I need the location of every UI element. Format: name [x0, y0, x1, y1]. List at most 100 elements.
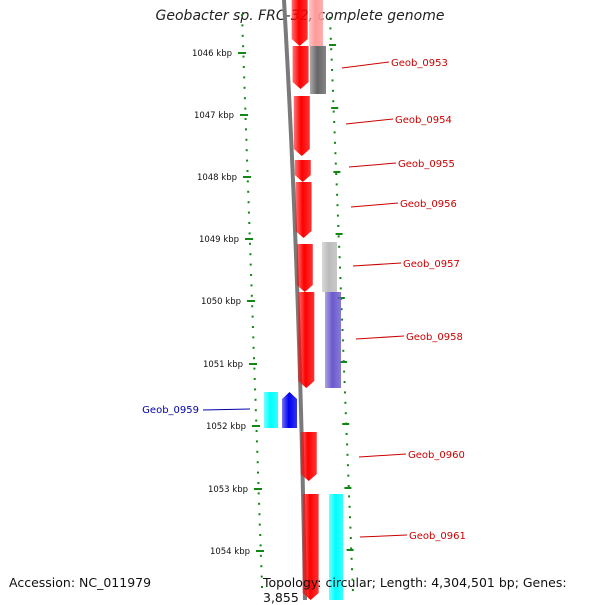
ruler-dot — [334, 162, 337, 165]
ruler-dot — [241, 14, 243, 16]
ruler-dot — [244, 107, 247, 110]
ruler-dot — [339, 277, 342, 279]
ruler-dot — [331, 69, 334, 71]
label-leader-line — [348, 162, 397, 168]
ruler-tick — [249, 363, 257, 365]
ruler-tick — [243, 176, 251, 178]
ruler-tick — [238, 52, 246, 54]
ruler-dot — [337, 235, 340, 238]
ruler-dot — [346, 443, 349, 446]
gene-label: Geob_0955 — [398, 159, 455, 170]
ruler-dot — [246, 159, 249, 162]
topology-text: Topology: circular; Length: 4,304,501 bp… — [263, 575, 567, 605]
ruler-dot — [242, 55, 245, 58]
label-leader-line — [350, 202, 399, 208]
ruler-dot — [243, 97, 246, 100]
ruler-tick — [254, 488, 262, 490]
gene-label: Geob_0953 — [391, 58, 448, 69]
ruler-dot — [350, 557, 353, 560]
ruler-dot — [257, 482, 260, 484]
ruler-dot — [351, 568, 353, 571]
ruler-tick — [329, 44, 336, 46]
feature-bar — [322, 242, 337, 292]
ruler-dot — [343, 370, 346, 373]
feature-bar — [310, 46, 326, 94]
ruler-dot — [329, 27, 332, 30]
ruler-dot — [249, 263, 252, 266]
ruler-tick-label: 1047 kbp — [194, 111, 234, 121]
ruler-dot — [246, 180, 249, 183]
ruler-dot — [258, 502, 261, 505]
ruler-dot — [247, 190, 250, 193]
ruler-dot — [348, 505, 351, 508]
ruler-dot — [340, 308, 343, 311]
ruler-dot — [331, 89, 334, 92]
ruler-dot — [256, 450, 259, 453]
ruler-dot — [250, 294, 253, 297]
gene-label: Geob_0959 — [142, 405, 199, 416]
gene-label: Geob_0954 — [395, 115, 452, 126]
label-leader-line — [355, 335, 405, 340]
forward-gene-arrow — [294, 160, 311, 182]
ruler-dot — [260, 565, 263, 568]
ruler: 1046 kbp 1047 kbp 1048 kbp 1049 kbp 1050 kbp… — [192, 14, 354, 591]
ruler-tick-label: 1054 kbp — [210, 547, 250, 557]
ruler-dot — [247, 201, 250, 204]
forward-gene-arrow — [302, 494, 319, 600]
ruler-dot — [251, 315, 254, 318]
ruler-dot — [338, 245, 341, 248]
ruler-tick — [340, 361, 347, 363]
forward-gene-arrow — [292, 46, 309, 89]
ruler-dot — [254, 409, 257, 412]
gene-label: Geob_0957 — [403, 259, 460, 270]
ruler-dot — [349, 537, 352, 539]
label-leader-line — [352, 262, 402, 267]
ruler-dot — [351, 589, 354, 591]
feature-bar — [309, 0, 323, 46]
ruler-dot — [334, 152, 337, 155]
ruler-dot — [333, 121, 336, 123]
ruler-dot — [339, 266, 341, 269]
ruler-tick-label: 1048 kbp — [197, 173, 237, 183]
ruler-dot — [251, 326, 254, 328]
ruler-tick — [240, 114, 248, 116]
ruler-dot — [342, 349, 345, 352]
ruler-dot — [336, 204, 339, 207]
features — [264, 0, 343, 600]
ruler-dot — [255, 440, 258, 443]
gene-label: Geob_0960 — [408, 450, 465, 461]
forward-gene-arrow — [293, 96, 310, 156]
ruler-dot — [250, 274, 253, 276]
label-leader-line — [202, 408, 251, 411]
ruler-dot — [329, 37, 332, 40]
gene-label: Geob_0961 — [409, 531, 466, 542]
ruler-tick — [335, 233, 343, 235]
ruler-tick-label: 1049 kbp — [199, 235, 239, 245]
forward-gene-arrow — [291, 0, 308, 46]
ruler-dot — [335, 183, 338, 186]
ruler-dot — [349, 526, 352, 529]
feature-bar — [325, 292, 341, 388]
ruler-dot — [344, 412, 347, 415]
ruler-dot — [244, 118, 247, 120]
ruler-tick — [252, 425, 260, 427]
gene-label: Geob_0956 — [400, 199, 457, 210]
ruler-dot — [332, 110, 335, 113]
ruler-dot — [253, 378, 256, 380]
ruler-dot — [344, 401, 347, 404]
ruler-dot — [256, 461, 259, 464]
ruler-dot — [255, 419, 258, 422]
ruler-dot — [252, 346, 255, 349]
ruler-dot — [332, 100, 335, 103]
ruler-dot — [259, 544, 262, 547]
ruler-dot — [248, 222, 251, 224]
ruler-dot — [254, 388, 257, 391]
label-leader-line — [359, 534, 408, 538]
ruler-dot — [331, 79, 334, 82]
forward-gene-arrow — [295, 182, 312, 238]
ruler-tick — [342, 423, 350, 425]
ruler-dot — [259, 534, 262, 536]
ruler-dot — [341, 318, 344, 321]
ruler-dot — [351, 578, 354, 581]
